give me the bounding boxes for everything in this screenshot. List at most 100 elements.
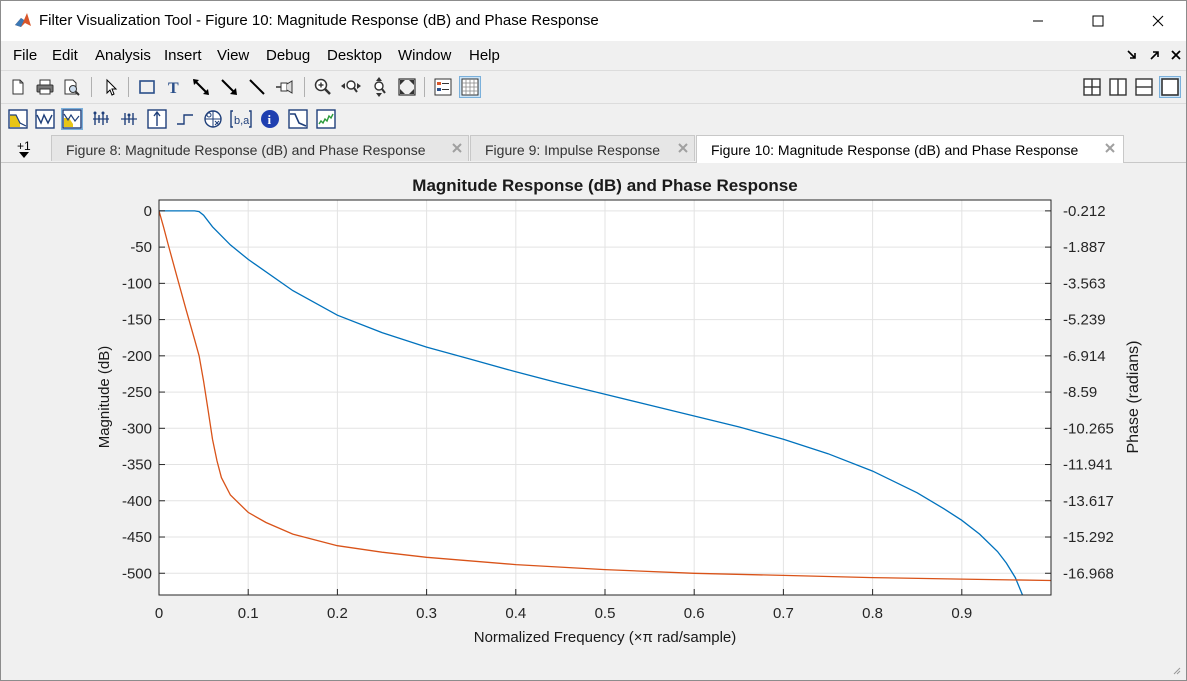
svg-text:T: T [168,80,179,96]
menu-insert[interactable]: Insert [164,47,202,64]
menu-file[interactable]: File [13,47,38,64]
legend-icon[interactable] [432,76,454,98]
grid-icon[interactable] [459,76,481,98]
grid-lines [159,200,1051,595]
menu-bar: File Edit Analysis Insert View Debug Des… [1,41,1186,69]
x-tick-label: 0.8 [862,605,883,622]
zoom-in-icon[interactable] [312,76,334,98]
close-window-button[interactable] [1128,1,1186,41]
edit-plot-icon[interactable] [100,76,122,98]
minimize-button[interactable] [1008,1,1068,41]
magnitude-phase-icon[interactable] [61,108,83,130]
x-tick-label: 0.1 [238,605,259,622]
y-tick-label-right: -11.941 [1063,457,1113,474]
insert-text-icon[interactable]: T [163,76,185,98]
y-tick-label-right: -16.968 [1063,565,1114,582]
phase-response-icon[interactable] [34,108,56,130]
x-ticks: 0 0.1 0.2 0.3 0.4 0.5 0.6 0.7 0.8 0.9 [155,589,972,622]
print-icon[interactable] [34,76,56,98]
menu-help[interactable]: Help [469,47,500,64]
resize-grip-icon[interactable] [1171,665,1181,675]
y-tick-label-right: -8.59 [1063,384,1097,401]
step-response-icon[interactable] [174,108,196,130]
insert-line-icon[interactable] [246,76,268,98]
y-tick-label-right: -5.239 [1063,312,1106,329]
y-tick-label-right: -3.563 [1063,275,1106,292]
dock-arrow-icon[interactable] [1125,47,1139,63]
title-bar: Filter Visualization Tool - Figure 10: M… [1,1,1186,41]
y-tick-label-left: -50 [130,239,152,256]
svg-text:i: i [268,112,272,127]
y-tick-label-right: -6.914 [1063,348,1106,365]
impulse-response-icon[interactable] [146,108,168,130]
phase-delay-icon[interactable] [118,108,140,130]
x-tick-label: 0.4 [505,605,526,622]
group-delay-icon[interactable] [90,108,112,130]
matlab-logo-icon [15,13,31,27]
figure-canvas: Magnitude Response (dB) and Phase Respon… [6,163,1183,677]
x-tick-label: 0.7 [773,605,794,622]
x-tick-label: 0.2 [327,605,348,622]
filter-coefficients-icon[interactable]: b,a [230,108,252,130]
round-off-noise-icon[interactable] [315,108,337,130]
tab-figure-9[interactable]: Figure 9: Impulse Response [470,135,695,161]
tile-2x2-icon[interactable] [1081,76,1103,98]
chevron-down-icon [19,152,29,158]
close-figure-icon[interactable] [1169,47,1183,63]
menu-analysis[interactable]: Analysis [95,47,151,64]
menu-debug[interactable]: Debug [266,47,311,64]
new-figure-icon[interactable] [7,76,29,98]
menu-edit[interactable]: Edit [52,47,78,64]
close-tab-icon[interactable] [1103,141,1117,155]
y-tick-label-left: -450 [122,529,152,546]
zoom-y-icon[interactable] [368,76,390,98]
tile-horizontal-icon[interactable] [1133,76,1155,98]
series-lines [159,210,1051,595]
figure-toolbar: T [1,70,1186,103]
zoom-x-icon[interactable] [340,76,362,98]
insert-double-arrow-icon[interactable] [190,76,212,98]
tab-figure-10[interactable]: Figure 10: Magnitude Response (dB) and P… [696,135,1124,163]
menu-desktop[interactable]: Desktop [327,47,383,64]
single-view-icon[interactable] [1159,76,1181,98]
chart-title: Magnitude Response (dB) and Phase Respon… [412,176,797,195]
y-tick-label-right: -0.212 [1063,203,1106,220]
menu-window[interactable]: Window [398,47,452,64]
y-tick-label-left: -100 [122,275,152,292]
tab-label: Figure 10: Magnitude Response (dB) and P… [711,142,1079,158]
print-preview-icon[interactable] [61,76,83,98]
pole-zero-icon[interactable] [202,108,224,130]
x-tick-label: 0.5 [595,605,616,622]
close-tab-icon[interactable] [676,141,690,155]
tile-vertical-icon[interactable] [1107,76,1129,98]
magnitude-estimate-icon[interactable] [287,108,309,130]
maximize-button[interactable] [1068,1,1128,41]
y-tick-label-right: -15.292 [1063,529,1114,546]
close-tab-icon[interactable] [450,141,464,155]
y-tick-label-right: -10.265 [1063,420,1114,437]
x-tick-label: 0.3 [416,605,437,622]
series-line-1 [159,210,1024,595]
tab-figure-8[interactable]: Figure 8: Magnitude Response (dB) and Ph… [51,135,469,161]
x-tick-label: 0 [155,605,163,622]
magnitude-response-icon[interactable] [7,108,29,130]
y-axis-label-left: Magnitude (dB) [96,346,113,449]
tab-label: Figure 8: Magnitude Response (dB) and Ph… [66,142,426,158]
insert-arrow-icon[interactable] [218,76,240,98]
x-tick-label: 0.9 [951,605,972,622]
insert-rectangle-icon[interactable] [136,76,158,98]
y-tick-label-left: -150 [122,312,152,329]
tab-list-menu[interactable]: +1 [11,137,41,161]
svg-text:b,a: b,a [234,115,250,127]
y-ticks-right: -0.212 -1.887 -3.563 -5.239 -6.914 -8.59 -10.2… [1045,203,1114,582]
response-plot[interactable]: Magnitude Response (dB) and Phase Respon… [6,163,1183,677]
menu-view[interactable]: View [217,47,250,64]
x-axis-label: Normalized Frequency (×π rad/sample) [474,629,737,646]
undock-arrow-icon[interactable] [1148,47,1162,63]
pin-icon[interactable] [274,76,296,98]
figure-tab-strip: +1 Figure 8: Magnitude Response (dB) and… [1,134,1186,163]
filter-info-icon[interactable]: i [259,108,281,130]
y-tick-label-left: -200 [122,348,152,365]
full-view-icon[interactable] [396,76,418,98]
